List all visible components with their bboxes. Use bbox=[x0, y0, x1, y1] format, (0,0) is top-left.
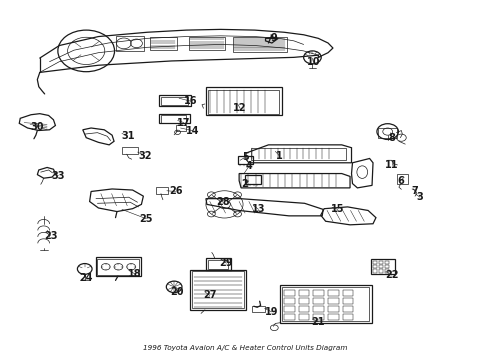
Text: 32: 32 bbox=[138, 150, 151, 161]
Text: 20: 20 bbox=[170, 287, 183, 297]
Text: 14: 14 bbox=[186, 126, 199, 135]
Text: 18: 18 bbox=[128, 269, 142, 279]
Bar bbox=[328, 298, 339, 304]
Bar bbox=[284, 306, 295, 312]
Bar bbox=[284, 291, 295, 296]
Text: 2: 2 bbox=[242, 179, 248, 189]
Bar bbox=[208, 90, 279, 114]
Bar bbox=[314, 306, 324, 312]
Bar bbox=[206, 258, 231, 270]
Text: 13: 13 bbox=[252, 204, 266, 215]
Bar bbox=[328, 291, 339, 296]
Bar bbox=[150, 37, 176, 50]
Text: 1996 Toyota Avalon A/C & Heater Control Units Diagram: 1996 Toyota Avalon A/C & Heater Control … bbox=[143, 345, 347, 351]
Bar bbox=[299, 291, 310, 296]
Bar bbox=[159, 95, 191, 106]
Bar bbox=[379, 261, 383, 264]
Bar bbox=[343, 306, 353, 312]
Text: 5: 5 bbox=[243, 152, 249, 162]
Text: 21: 21 bbox=[312, 317, 325, 327]
Bar bbox=[385, 269, 389, 273]
Bar bbox=[385, 261, 389, 264]
Text: 12: 12 bbox=[233, 103, 247, 113]
Text: 31: 31 bbox=[121, 131, 134, 141]
Bar bbox=[161, 97, 188, 105]
Bar bbox=[252, 306, 265, 312]
Text: 10: 10 bbox=[307, 57, 320, 67]
Text: 28: 28 bbox=[216, 197, 230, 207]
Bar bbox=[284, 298, 295, 304]
Bar bbox=[175, 125, 186, 131]
Text: 3: 3 bbox=[416, 192, 423, 202]
Text: 22: 22 bbox=[385, 270, 398, 280]
Bar bbox=[314, 314, 324, 320]
Bar bbox=[96, 257, 141, 276]
Bar bbox=[238, 156, 253, 164]
Bar bbox=[373, 269, 377, 273]
Text: 29: 29 bbox=[220, 258, 233, 268]
Text: 7: 7 bbox=[412, 186, 418, 197]
Bar bbox=[192, 271, 244, 309]
Bar bbox=[282, 287, 369, 321]
Bar bbox=[299, 298, 310, 304]
Text: 26: 26 bbox=[169, 186, 182, 197]
Text: 8: 8 bbox=[388, 133, 395, 143]
Bar bbox=[378, 128, 397, 138]
Text: 25: 25 bbox=[140, 214, 153, 224]
Bar bbox=[251, 148, 346, 160]
Bar bbox=[156, 187, 168, 194]
Text: 23: 23 bbox=[44, 231, 57, 240]
Bar bbox=[373, 265, 377, 268]
Bar bbox=[189, 37, 225, 50]
Text: 16: 16 bbox=[184, 96, 197, 106]
Text: 33: 33 bbox=[51, 171, 65, 181]
Bar bbox=[328, 314, 339, 320]
Bar bbox=[208, 260, 228, 269]
Bar bbox=[314, 298, 324, 304]
Bar bbox=[190, 270, 246, 310]
Bar bbox=[122, 147, 138, 154]
Text: 4: 4 bbox=[245, 161, 252, 171]
Bar bbox=[397, 174, 408, 184]
Bar bbox=[343, 298, 353, 304]
Text: 11: 11 bbox=[385, 160, 398, 170]
Text: 6: 6 bbox=[397, 176, 404, 186]
Bar bbox=[371, 259, 394, 274]
Bar bbox=[299, 314, 310, 320]
Text: 30: 30 bbox=[30, 122, 44, 132]
Text: 19: 19 bbox=[265, 307, 279, 317]
Text: 24: 24 bbox=[79, 273, 93, 283]
Text: 15: 15 bbox=[331, 204, 344, 215]
Bar bbox=[328, 306, 339, 312]
Text: 27: 27 bbox=[203, 291, 217, 301]
Bar bbox=[161, 116, 186, 123]
Bar bbox=[159, 114, 190, 123]
Text: 17: 17 bbox=[177, 118, 191, 128]
Bar bbox=[373, 261, 377, 264]
Bar bbox=[343, 314, 353, 320]
Text: 9: 9 bbox=[271, 33, 278, 43]
Bar bbox=[379, 265, 383, 268]
Bar bbox=[343, 291, 353, 296]
Bar bbox=[299, 306, 310, 312]
Bar bbox=[385, 265, 389, 268]
Bar bbox=[245, 175, 261, 184]
Bar bbox=[116, 36, 144, 51]
Bar bbox=[280, 285, 372, 323]
Bar bbox=[314, 291, 324, 296]
Bar bbox=[233, 37, 287, 51]
Text: 1: 1 bbox=[276, 150, 283, 161]
Bar bbox=[206, 87, 282, 116]
Bar bbox=[379, 269, 383, 273]
Bar bbox=[98, 259, 139, 275]
Bar bbox=[284, 314, 295, 320]
